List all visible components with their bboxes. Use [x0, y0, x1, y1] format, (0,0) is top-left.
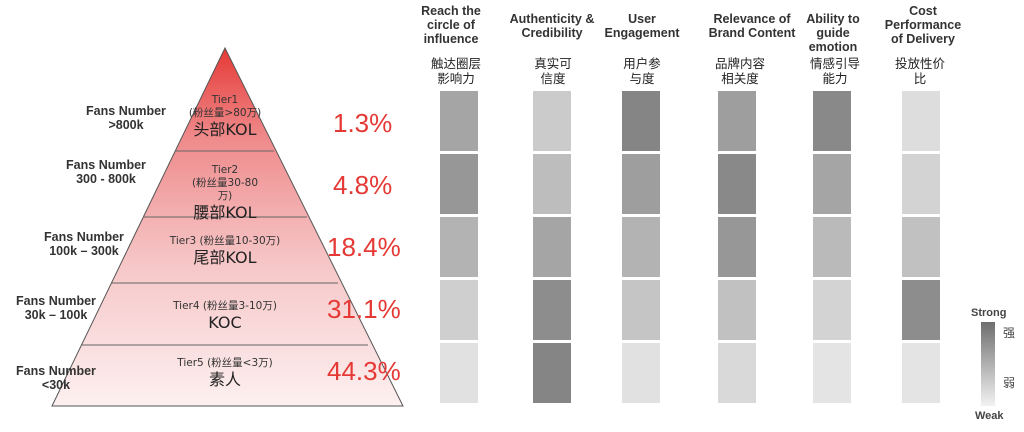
intensity-cell — [718, 154, 756, 214]
tier5-percentage: 44.3% — [327, 356, 401, 386]
intensity-cell — [902, 217, 940, 277]
legend-weak-cn: 弱 — [1003, 376, 1016, 390]
pyramid-diagram — [51, 46, 404, 407]
intensity-cell — [440, 91, 478, 151]
intensity-cell — [440, 154, 478, 214]
tier3-fans-range: (粉丝量10-30万) — [199, 235, 281, 247]
tier2-label: Tier2 (粉丝量30-80 万) 腰部KOL — [165, 164, 285, 223]
tier5-name: 素人 — [208, 370, 241, 389]
intensity-cell — [902, 154, 940, 214]
intensity-cell — [622, 154, 660, 214]
intensity-cell — [440, 217, 478, 277]
intensity-cell — [533, 217, 571, 277]
tier2-title: Tier2 — [211, 164, 239, 176]
intensity-cell — [718, 280, 756, 340]
legend-strong-label: Strong — [971, 307, 1007, 319]
fans-label-tier2: Fans Number 300 - 800k — [66, 158, 146, 186]
intensity-cell — [813, 217, 851, 277]
legend-strong-cn: 强 — [1003, 326, 1016, 340]
intensity-cell — [902, 343, 940, 403]
tier3-percentage: 18.4% — [327, 232, 401, 262]
fans-label-tier3: Fans Number 100k – 300k — [44, 230, 124, 258]
legend-weak-label: Weak — [975, 410, 1004, 422]
column-header-engagement: User Engagement — [604, 12, 680, 40]
intensity-cell — [440, 280, 478, 340]
intensity-cell — [440, 343, 478, 403]
intensity-cell — [718, 343, 756, 403]
tier1-title: Tier1 — [211, 94, 239, 106]
tier2-fans-range: (粉丝量30-80 万) — [191, 177, 259, 202]
column-cn-relevance: 品牌内容 相关度 — [714, 56, 765, 86]
tier4-label: Tier4 (粉丝量3-10万) KOC — [125, 300, 325, 333]
tier4-percentage: 31.1% — [327, 294, 401, 324]
fans-label-tier5: Fans Number <30k — [16, 364, 96, 392]
tier1-name: 头部KOL — [193, 120, 257, 139]
tier2-percentage: 4.8% — [333, 170, 393, 200]
column-cn-reach: 触达圈层 影响力 — [430, 56, 481, 86]
fans-label-tier1: Fans Number >800k — [86, 104, 166, 132]
intensity-cell — [813, 91, 851, 151]
column-header-emotion: Ability to guide emotion — [806, 12, 860, 54]
intensity-cell — [533, 154, 571, 214]
tier3-label: Tier3 (粉丝量10-30万) 尾部KOL — [130, 235, 320, 268]
intensity-cell — [622, 343, 660, 403]
intensity-cell — [533, 343, 571, 403]
pyramid-shape — [51, 46, 404, 407]
intensity-cell — [533, 91, 571, 151]
tier4-title: Tier4 — [173, 300, 200, 312]
tier3-name: 尾部KOL — [193, 248, 257, 267]
intensity-cell — [718, 217, 756, 277]
tier3-title: Tier3 — [169, 235, 197, 247]
column-cn-engagement: 用户参 与度 — [623, 56, 661, 86]
tier5-fans-range: (粉丝量<3万) — [207, 357, 273, 369]
intensity-cell — [533, 280, 571, 340]
tier5-title: Tier5 — [177, 357, 204, 369]
tier1-label: Tier1 (粉丝量>80万) 头部KOL — [170, 94, 280, 140]
intensity-cell — [622, 217, 660, 277]
intensity-cell — [622, 280, 660, 340]
tier2-name: 腰部KOL — [193, 203, 257, 222]
tier1-percentage: 1.3% — [333, 108, 393, 138]
intensity-cell — [622, 91, 660, 151]
column-header-cost: Cost Performance of Delivery — [884, 4, 962, 46]
tier4-fans-range: (粉丝量3-10万) — [202, 300, 277, 312]
column-header-reach: Reach the circle of influence — [421, 4, 481, 46]
column-cn-cost: 投放性价 比 — [894, 56, 945, 86]
intensity-cell — [813, 343, 851, 403]
intensity-cell — [902, 280, 940, 340]
intensity-cell — [902, 91, 940, 151]
intensity-cell — [718, 91, 756, 151]
column-header-authenticity: Authenticity & Credibility — [509, 12, 595, 40]
tier5-label: Tier5 (粉丝量<3万) 素人 — [125, 357, 325, 390]
fans-label-tier4: Fans Number 30k – 100k — [16, 294, 96, 322]
tier1-fans-range: (粉丝量>80万) — [188, 107, 262, 119]
column-cn-emotion: 情感引导 能力 — [809, 56, 860, 86]
legend-gradient-bar — [981, 322, 995, 406]
tier4-name: KOC — [208, 313, 242, 332]
column-cn-authenticity: 真实可 信度 — [534, 56, 572, 86]
column-header-relevance: Relevance of Brand Content — [708, 12, 796, 40]
intensity-cell — [813, 280, 851, 340]
intensity-cell — [813, 154, 851, 214]
